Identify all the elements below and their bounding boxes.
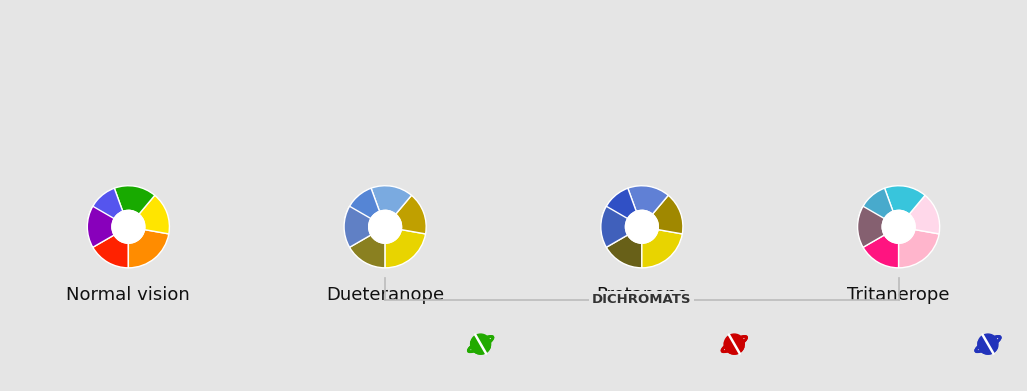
Wedge shape <box>87 206 114 247</box>
Wedge shape <box>345 188 380 224</box>
Wedge shape <box>601 206 627 247</box>
Wedge shape <box>606 235 642 268</box>
Wedge shape <box>859 188 893 224</box>
Circle shape <box>112 210 145 243</box>
Wedge shape <box>385 230 425 268</box>
Wedge shape <box>652 196 683 234</box>
Wedge shape <box>92 235 128 268</box>
Wedge shape <box>349 235 385 268</box>
Wedge shape <box>602 188 637 224</box>
Wedge shape <box>884 186 925 214</box>
Wedge shape <box>863 235 899 268</box>
Circle shape <box>369 210 402 243</box>
Wedge shape <box>395 196 426 234</box>
Polygon shape <box>724 341 744 354</box>
Polygon shape <box>470 341 490 354</box>
Text: DICHROMATS: DICHROMATS <box>593 293 691 306</box>
Text: Normal vision: Normal vision <box>67 286 190 304</box>
Wedge shape <box>642 230 682 268</box>
Text: Dueteranope: Dueteranope <box>326 286 445 304</box>
Wedge shape <box>128 230 168 268</box>
Circle shape <box>625 210 658 243</box>
Circle shape <box>724 334 745 354</box>
Wedge shape <box>88 188 123 224</box>
Wedge shape <box>899 230 939 268</box>
Wedge shape <box>114 186 155 214</box>
Wedge shape <box>371 186 412 214</box>
Wedge shape <box>858 206 884 247</box>
Wedge shape <box>344 206 371 247</box>
Text: Tritanerope: Tritanerope <box>847 286 950 304</box>
Circle shape <box>978 334 998 354</box>
Wedge shape <box>139 196 169 234</box>
Wedge shape <box>909 196 940 234</box>
Text: Protanope: Protanope <box>596 286 688 304</box>
Circle shape <box>470 334 491 354</box>
Circle shape <box>882 210 915 243</box>
Wedge shape <box>627 186 669 214</box>
Polygon shape <box>978 341 997 354</box>
